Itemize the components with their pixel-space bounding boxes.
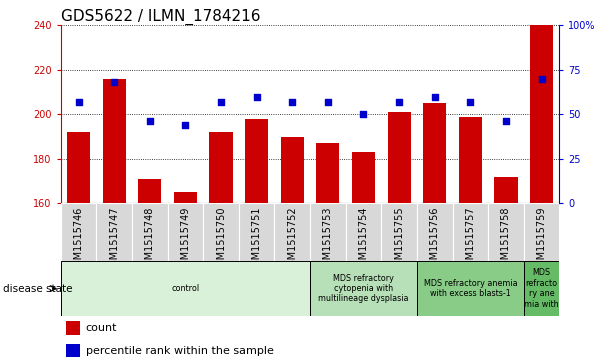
Text: GSM1515757: GSM1515757 xyxy=(465,206,475,272)
Bar xyxy=(310,261,417,316)
Bar xyxy=(103,79,126,203)
Text: GSM1515755: GSM1515755 xyxy=(394,206,404,272)
Text: GSM1515752: GSM1515752 xyxy=(287,206,297,272)
Bar xyxy=(174,192,197,203)
Point xyxy=(216,99,226,105)
Point xyxy=(537,76,547,82)
Bar xyxy=(530,25,553,203)
Text: GSM1515753: GSM1515753 xyxy=(323,206,333,272)
Point xyxy=(466,99,475,105)
Bar xyxy=(346,203,381,261)
Bar xyxy=(245,119,268,203)
Text: GSM1515750: GSM1515750 xyxy=(216,206,226,272)
Bar xyxy=(523,261,559,316)
Bar xyxy=(459,117,482,203)
Bar xyxy=(417,203,452,261)
Text: GSM1515747: GSM1515747 xyxy=(109,206,119,272)
Point xyxy=(109,79,119,85)
Bar xyxy=(132,203,168,261)
Bar xyxy=(61,261,310,316)
Text: GSM1515748: GSM1515748 xyxy=(145,206,155,272)
Text: MDS refractory
cytopenia with
multilineage dysplasia: MDS refractory cytopenia with multilinea… xyxy=(318,274,409,303)
Point xyxy=(145,119,154,125)
Text: GSM1515746: GSM1515746 xyxy=(74,206,84,272)
Point xyxy=(501,119,511,125)
Bar xyxy=(417,261,523,316)
Text: disease state: disease state xyxy=(3,284,72,294)
Point xyxy=(394,99,404,105)
Bar xyxy=(210,132,233,203)
Text: MDS
refracto
ry ane
mia with: MDS refracto ry ane mia with xyxy=(524,269,559,309)
Bar xyxy=(61,203,97,261)
Point xyxy=(430,94,440,99)
Bar xyxy=(488,203,523,261)
Bar xyxy=(423,103,446,203)
Bar xyxy=(494,176,517,203)
Bar xyxy=(281,136,304,203)
Bar xyxy=(523,203,559,261)
Point xyxy=(288,99,297,105)
Text: MDS refractory anemia
with excess blasts-1: MDS refractory anemia with excess blasts… xyxy=(424,279,517,298)
Text: GSM1515754: GSM1515754 xyxy=(359,206,368,272)
Text: GSM1515751: GSM1515751 xyxy=(252,206,261,272)
Text: GSM1515749: GSM1515749 xyxy=(181,206,190,272)
Bar xyxy=(316,143,339,203)
Bar xyxy=(97,203,132,261)
Bar xyxy=(310,203,346,261)
Bar xyxy=(387,112,410,203)
Bar xyxy=(66,344,80,357)
Text: percentile rank within the sample: percentile rank within the sample xyxy=(86,346,274,356)
Bar xyxy=(381,203,417,261)
Text: count: count xyxy=(86,323,117,333)
Bar xyxy=(66,322,80,335)
Point xyxy=(74,99,83,105)
Bar xyxy=(168,203,203,261)
Text: GDS5622 / ILMN_1784216: GDS5622 / ILMN_1784216 xyxy=(61,9,260,25)
Text: control: control xyxy=(171,284,199,293)
Text: GSM1515758: GSM1515758 xyxy=(501,206,511,272)
Bar xyxy=(67,132,90,203)
Bar xyxy=(138,179,161,203)
Point xyxy=(252,94,261,99)
Text: GSM1515759: GSM1515759 xyxy=(536,206,547,272)
Bar xyxy=(239,203,274,261)
Bar xyxy=(352,152,375,203)
Point xyxy=(359,111,368,117)
Bar xyxy=(203,203,239,261)
Point xyxy=(323,99,333,105)
Text: GSM1515756: GSM1515756 xyxy=(430,206,440,272)
Bar xyxy=(452,203,488,261)
Bar xyxy=(274,203,310,261)
Point xyxy=(181,122,190,128)
